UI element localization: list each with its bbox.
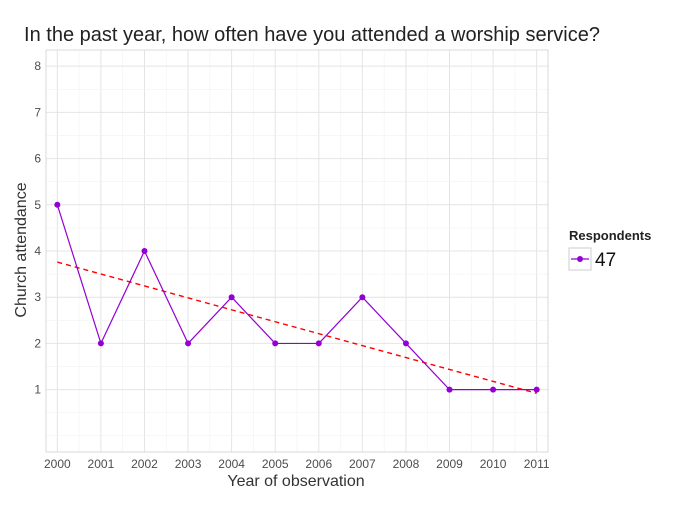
plot-layer: 2000 2001 2002 2003 2004 2005 2006 2007 2008 2009… [34,49,550,471]
legend-entry-label: 47 [595,250,616,271]
data-point [490,386,497,393]
x-tick-label: 2006 [305,457,332,471]
y-tick-label: 2 [34,336,41,350]
legend-title: Respondents [569,228,651,243]
x-tick-label: 2004 [218,457,245,471]
series-line [56,204,537,391]
x-axis-label: Year of observation [227,473,364,490]
x-tick-label: 2010 [480,457,507,471]
x-tick-label: 2009 [436,457,463,471]
data-point [446,386,453,393]
x-tick-label: 2007 [349,457,376,471]
x-tick-label: 2008 [393,457,420,471]
x-tick-label: 2000 [44,457,71,471]
x-tick-label: 2003 [175,457,202,471]
data-point [97,340,104,347]
plot-panel-border [45,49,549,453]
y-tick-label: 3 [34,290,41,304]
y-tick-label: 4 [34,244,41,258]
x-tick-label: 2005 [262,457,289,471]
data-point [141,248,148,254]
y-axis-label: Church attendance [13,182,30,317]
data-point [54,201,61,208]
legend-key-point [577,256,583,262]
y-tick-label: 8 [34,59,41,73]
data-point [272,340,279,347]
x-tick-label: 2001 [88,457,115,471]
data-point [402,340,409,347]
trend-line [57,261,537,394]
legend-key [568,247,592,271]
x-tick-label: 2002 [131,457,158,471]
x-tick-label: 2011 [524,457,550,471]
y-tick-labels: 1 2 3 4 5 6 7 8 [34,59,41,396]
y-tick-label: 7 [34,105,41,119]
y-tick-label: 6 [34,152,41,166]
data-point [315,340,322,347]
data-point [185,340,192,347]
series-points [54,201,540,393]
y-tick-label: 1 [34,383,41,397]
chart-title: In the past year, how often have you att… [24,24,600,46]
data-point [533,386,540,393]
y-tick-label: 5 [34,198,41,212]
data-point [228,294,235,301]
x-tick-labels: 2000 2001 2002 2003 2004 2005 2006 2007 2008 2009… [44,457,550,471]
data-point [359,294,366,301]
